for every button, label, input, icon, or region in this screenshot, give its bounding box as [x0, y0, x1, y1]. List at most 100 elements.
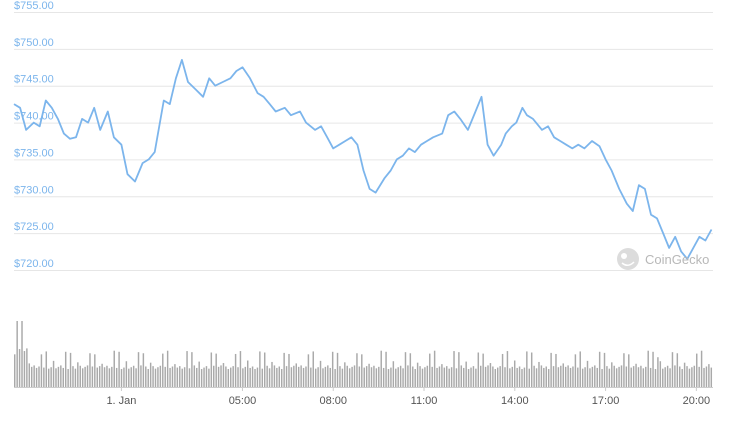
volume-bar	[266, 365, 268, 387]
volume-bar	[191, 352, 193, 387]
volume-bar	[128, 368, 130, 387]
volume-bar	[113, 350, 115, 387]
volume-bar	[463, 367, 465, 387]
volume-bar	[438, 366, 441, 387]
volume-bar	[441, 364, 443, 387]
volume-bar	[319, 360, 322, 387]
volume-bar	[18, 349, 21, 387]
volume-bar	[424, 367, 426, 387]
volume-bar	[662, 368, 664, 387]
volume-bar	[60, 365, 62, 387]
volume-bar	[526, 351, 528, 387]
volume-bar	[387, 369, 390, 387]
volume-bar	[91, 366, 94, 387]
volume-bar	[506, 351, 509, 387]
volume-bar	[681, 369, 683, 387]
volume-bar	[74, 368, 77, 387]
volume-bar	[567, 365, 569, 387]
volume-bar	[484, 366, 487, 387]
volume-bar	[666, 365, 669, 387]
volume-bar	[230, 367, 232, 387]
volume-bar	[606, 366, 608, 387]
volume-bar	[402, 368, 404, 387]
volume-bar	[543, 367, 545, 387]
volume-bar	[429, 353, 431, 387]
x-axis: 1. Jan 05:00 08:00 11:00 14:00 17:00 20:00	[106, 387, 710, 407]
volume-bar	[683, 362, 686, 387]
volume-bar	[84, 366, 86, 387]
volume-bar	[594, 365, 596, 387]
volume-bar	[96, 367, 98, 387]
y-tick-label: $755.00	[14, 0, 54, 12]
volume-bar	[397, 367, 399, 387]
volume-bar	[280, 369, 283, 387]
volume-bar	[390, 367, 392, 387]
volume-bar	[26, 348, 28, 387]
volume-bar	[419, 366, 421, 387]
volume-bar	[521, 369, 523, 387]
volume-bar	[637, 367, 640, 387]
volume-bar	[404, 352, 407, 387]
volume-bar	[188, 368, 191, 387]
gecko-icon	[617, 248, 639, 270]
volume-bar	[120, 369, 123, 387]
y-tick-label: $730.00	[14, 184, 54, 196]
volume-bar	[618, 366, 620, 387]
x-tick-label: 14:00	[501, 395, 529, 407]
volume-bar	[358, 366, 361, 387]
volume-bar	[664, 367, 666, 387]
volume-bar	[645, 366, 647, 387]
volume-bar	[217, 366, 220, 387]
volume-bar	[351, 366, 353, 387]
volume-bar	[21, 321, 23, 387]
x-tick-label: 08:00	[319, 395, 347, 407]
volume-bar	[555, 353, 557, 387]
volume-bar	[499, 366, 501, 387]
volume-bar	[210, 352, 213, 387]
volume-bar	[586, 360, 589, 387]
volume-bar	[108, 368, 111, 387]
volume-bar	[679, 366, 681, 387]
volume-bar	[696, 353, 698, 387]
volume-bar	[353, 365, 356, 387]
volume-bar	[327, 365, 329, 387]
volume-bar	[370, 367, 373, 387]
y-tick-label: $750.00	[14, 37, 54, 49]
volume-bar	[142, 353, 145, 387]
volume-bar	[589, 368, 591, 387]
volume-bar	[329, 367, 331, 387]
volume-bar	[174, 364, 176, 387]
volume-bar	[307, 354, 310, 387]
volume-bar	[414, 369, 416, 387]
volume-bar	[649, 367, 652, 387]
volume-bar	[477, 352, 480, 387]
volume-bar	[535, 368, 538, 387]
volume-bar	[550, 352, 552, 387]
volume-bar	[162, 353, 164, 387]
volume-bar	[545, 366, 547, 387]
y-tick-label: $720.00	[14, 258, 54, 270]
volume-bar	[166, 350, 169, 387]
volume-bar	[43, 367, 45, 387]
volume-bar	[123, 367, 125, 387]
volume-bar	[81, 368, 84, 387]
volume-bar	[62, 367, 64, 387]
volume-bar	[703, 367, 705, 387]
volume-bar	[38, 366, 40, 387]
volume-bar	[47, 368, 50, 387]
volume-bar	[615, 368, 618, 387]
volume-bar	[504, 367, 506, 387]
volume-bar	[288, 353, 290, 387]
volume-bar	[237, 367, 239, 387]
volume-bar	[147, 369, 149, 387]
volume-bar	[700, 350, 703, 387]
volume-bar	[256, 367, 259, 387]
volume-bar	[501, 353, 504, 387]
volume-bar	[293, 365, 295, 387]
volume-bar	[458, 352, 460, 387]
volume-bar	[513, 360, 516, 387]
volume-bar	[50, 367, 52, 387]
volume-bar	[305, 366, 307, 387]
volume-bar	[496, 367, 499, 387]
volume-bar	[69, 352, 72, 387]
